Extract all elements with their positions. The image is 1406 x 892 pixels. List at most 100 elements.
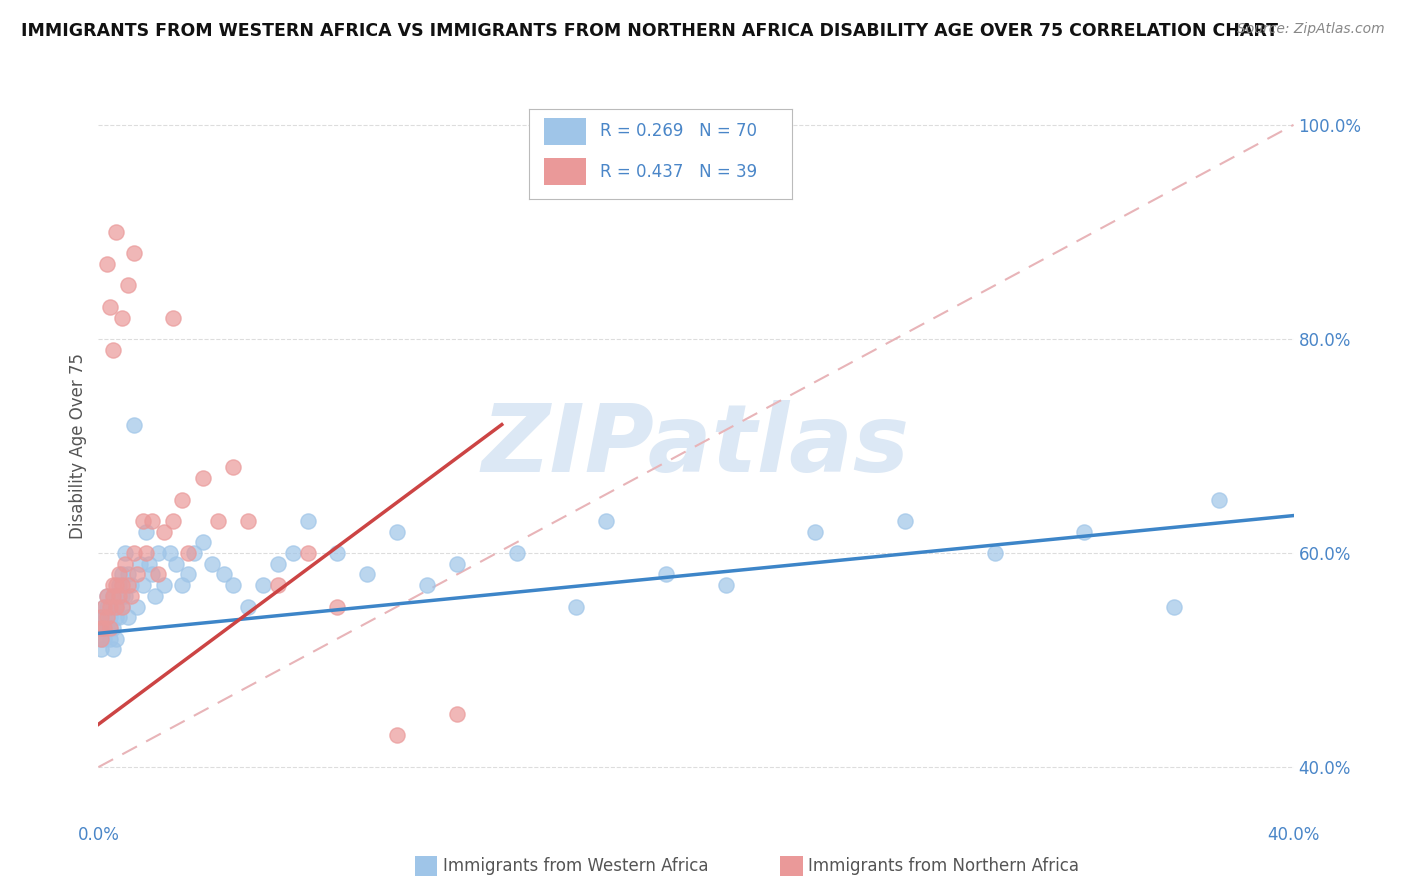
Point bbox=[108, 567, 131, 582]
Point bbox=[172, 492, 194, 507]
Point bbox=[222, 578, 245, 592]
Point bbox=[1163, 599, 1185, 614]
Point bbox=[804, 524, 827, 539]
Point bbox=[111, 567, 134, 582]
Point bbox=[236, 514, 259, 528]
Point bbox=[117, 278, 139, 293]
Point bbox=[267, 557, 290, 571]
Point bbox=[105, 599, 128, 614]
Point bbox=[111, 589, 134, 603]
Point bbox=[984, 546, 1007, 560]
Point bbox=[655, 567, 678, 582]
Point bbox=[108, 589, 131, 603]
Point bbox=[162, 310, 184, 325]
Point bbox=[416, 578, 439, 592]
Point bbox=[117, 567, 139, 582]
Point bbox=[138, 557, 160, 571]
Point bbox=[135, 524, 157, 539]
Point bbox=[177, 546, 200, 560]
Point bbox=[93, 599, 115, 614]
Point bbox=[385, 524, 409, 539]
Point bbox=[1208, 492, 1230, 507]
Point bbox=[446, 557, 468, 571]
Point bbox=[90, 632, 112, 646]
Point bbox=[1073, 524, 1095, 539]
Point bbox=[565, 599, 588, 614]
Point bbox=[132, 578, 155, 592]
Point bbox=[105, 578, 128, 592]
Point bbox=[103, 343, 125, 357]
Point bbox=[114, 557, 136, 571]
Point bbox=[212, 567, 235, 582]
Point bbox=[252, 578, 274, 592]
Text: ZIPatlas: ZIPatlas bbox=[482, 400, 910, 492]
Point bbox=[98, 610, 122, 624]
Point bbox=[90, 632, 112, 646]
Point bbox=[326, 546, 349, 560]
Point bbox=[129, 557, 152, 571]
Point bbox=[141, 514, 163, 528]
Point bbox=[127, 599, 149, 614]
Point bbox=[153, 524, 176, 539]
Point bbox=[105, 599, 128, 614]
Point bbox=[894, 514, 917, 528]
Point bbox=[162, 514, 184, 528]
Point bbox=[714, 578, 737, 592]
Text: Immigrants from Northern Africa: Immigrants from Northern Africa bbox=[808, 857, 1080, 875]
Point bbox=[103, 589, 125, 603]
Point bbox=[201, 557, 224, 571]
Point bbox=[385, 728, 409, 742]
Point bbox=[96, 599, 118, 614]
Text: IMMIGRANTS FROM WESTERN AFRICA VS IMMIGRANTS FROM NORTHERN AFRICA DISABILITY AGE: IMMIGRANTS FROM WESTERN AFRICA VS IMMIGR… bbox=[21, 22, 1278, 40]
Point bbox=[281, 546, 304, 560]
Point bbox=[141, 567, 163, 582]
Point bbox=[93, 621, 115, 635]
Point bbox=[96, 257, 118, 271]
Point bbox=[105, 225, 128, 239]
Point bbox=[183, 546, 205, 560]
Point bbox=[222, 460, 245, 475]
Point bbox=[117, 578, 139, 592]
Point bbox=[90, 642, 112, 657]
Point bbox=[90, 610, 112, 624]
Point bbox=[103, 578, 125, 592]
Point bbox=[159, 546, 181, 560]
Point bbox=[148, 546, 170, 560]
Point bbox=[297, 514, 319, 528]
Point bbox=[114, 546, 136, 560]
Point bbox=[111, 599, 134, 614]
Point bbox=[96, 589, 118, 603]
Point bbox=[506, 546, 529, 560]
Point bbox=[120, 589, 142, 603]
Point bbox=[124, 246, 146, 260]
Point bbox=[132, 514, 155, 528]
Point bbox=[207, 514, 229, 528]
Point bbox=[446, 706, 468, 721]
Point bbox=[90, 621, 112, 635]
Point bbox=[124, 417, 146, 432]
Point bbox=[98, 621, 122, 635]
Point bbox=[143, 589, 166, 603]
Y-axis label: Disability Age Over 75: Disability Age Over 75 bbox=[69, 353, 87, 539]
Point bbox=[105, 610, 128, 624]
Point bbox=[103, 642, 125, 657]
Point bbox=[191, 471, 214, 485]
Point bbox=[93, 599, 115, 614]
Point bbox=[93, 610, 115, 624]
Point bbox=[108, 578, 131, 592]
Point bbox=[356, 567, 378, 582]
Point bbox=[135, 546, 157, 560]
Point bbox=[111, 599, 134, 614]
Point bbox=[96, 610, 118, 624]
Point bbox=[177, 567, 200, 582]
Text: Immigrants from Western Africa: Immigrants from Western Africa bbox=[443, 857, 709, 875]
Point bbox=[124, 546, 146, 560]
Point bbox=[105, 632, 128, 646]
Point bbox=[595, 514, 617, 528]
Point bbox=[98, 632, 122, 646]
Point bbox=[96, 621, 118, 635]
Point bbox=[103, 589, 125, 603]
Point bbox=[148, 567, 170, 582]
Point bbox=[172, 578, 194, 592]
Point bbox=[165, 557, 187, 571]
